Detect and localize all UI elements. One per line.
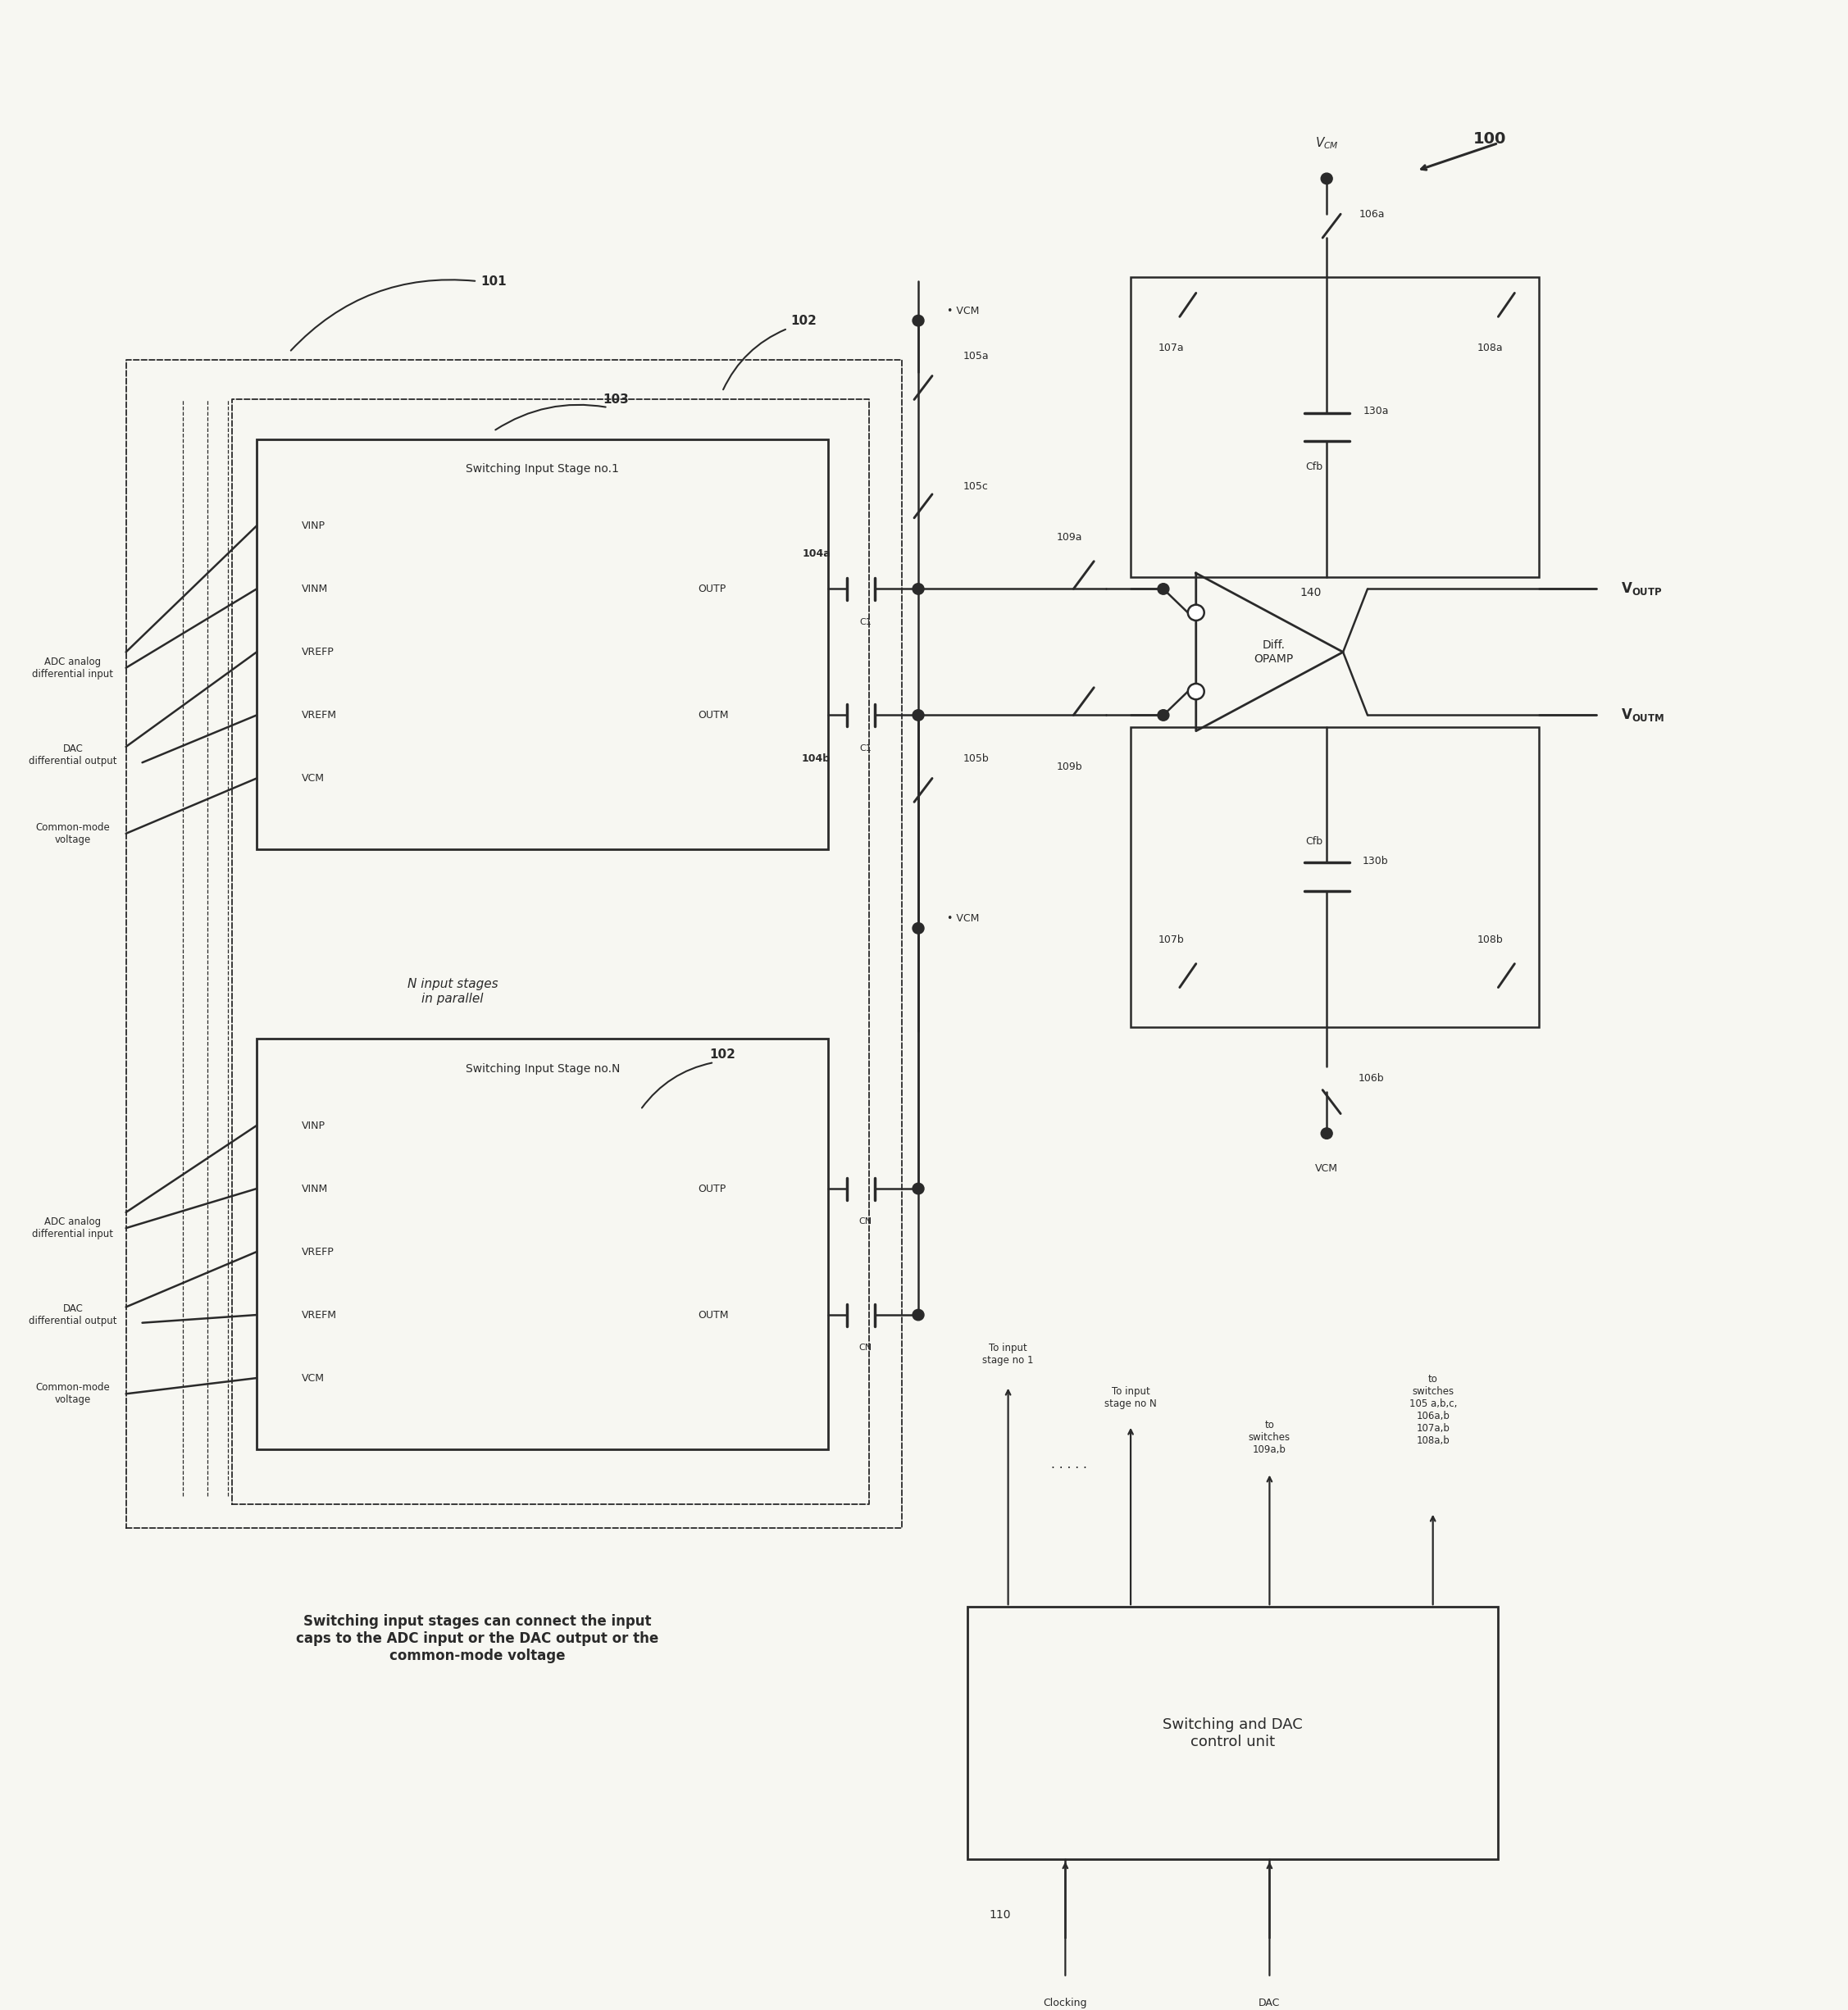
Text: 109b: 109b <box>1057 762 1083 772</box>
Text: Clocking
signals: Clocking signals <box>1044 1998 1087 2010</box>
Text: OUTP: OUTP <box>699 1184 726 1194</box>
Text: Switching Input Stage no.N: Switching Input Stage no.N <box>466 1063 619 1075</box>
Text: Common-mode
voltage: Common-mode voltage <box>35 1383 111 1405</box>
Text: DAC
differential output: DAC differential output <box>30 1302 116 1327</box>
Text: 105b: 105b <box>963 754 989 764</box>
Text: CN: CN <box>859 1345 872 1353</box>
Circle shape <box>913 1184 924 1194</box>
Circle shape <box>913 583 924 595</box>
Text: $\mathbf{V_{OUTP}}$: $\mathbf{V_{OUTP}}$ <box>1621 581 1661 597</box>
Text: VINM: VINM <box>301 1184 327 1194</box>
Circle shape <box>1157 710 1170 722</box>
Text: $\mathbf{V_{OUTM}}$: $\mathbf{V_{OUTM}}$ <box>1621 708 1665 724</box>
Text: VREFP: VREFP <box>301 1246 334 1256</box>
Text: VREFM: VREFM <box>301 1311 336 1321</box>
Text: 140: 140 <box>1299 587 1321 599</box>
Text: • VCM: • VCM <box>946 913 979 925</box>
Text: VCM: VCM <box>301 774 325 784</box>
Circle shape <box>913 316 924 326</box>
Circle shape <box>913 1309 924 1321</box>
Text: 130b: 130b <box>1362 856 1388 866</box>
Text: ADC analog
differential input: ADC analog differential input <box>31 1216 113 1240</box>
Text: VINP: VINP <box>301 521 325 531</box>
Text: to
switches
105 a,b,c,
106a,b
107a,b
108a,b: to switches 105 a,b,c, 106a,b 107a,b 108… <box>1408 1373 1456 1445</box>
Circle shape <box>1188 605 1205 621</box>
Bar <box>257 1039 828 1449</box>
Bar <box>967 1606 1499 1859</box>
Text: Diff.
OPAMP: Diff. OPAMP <box>1253 639 1294 665</box>
Text: ADC analog
differential input: ADC analog differential input <box>31 657 113 679</box>
Text: OUTM: OUTM <box>699 710 728 720</box>
Text: 130a: 130a <box>1362 406 1388 416</box>
Text: 107a: 107a <box>1159 344 1185 354</box>
Text: Cfb: Cfb <box>1307 836 1323 846</box>
Text: 105c: 105c <box>963 480 989 492</box>
Circle shape <box>1157 583 1170 595</box>
Text: VCM: VCM <box>301 1373 325 1383</box>
Text: Switching and DAC
control unit: Switching and DAC control unit <box>1162 1717 1303 1749</box>
Bar <box>257 438 828 850</box>
Text: C1: C1 <box>859 744 870 752</box>
Text: To input
stage no 1: To input stage no 1 <box>983 1343 1033 1367</box>
Bar <box>1131 277 1539 577</box>
Text: CN: CN <box>859 1218 872 1226</box>
Bar <box>1131 728 1539 1027</box>
Text: to
switches
109a,b: to switches 109a,b <box>1249 1419 1290 1455</box>
Text: 110: 110 <box>989 1910 1011 1920</box>
Text: 105a: 105a <box>963 352 989 362</box>
Text: 108b: 108b <box>1477 935 1502 945</box>
Text: DAC
differential output: DAC differential output <box>30 744 116 766</box>
Text: Switching input stages can connect the input
caps to the ADC input or the DAC ou: Switching input stages can connect the i… <box>296 1614 658 1662</box>
Text: 109a: 109a <box>1057 533 1083 543</box>
Text: Common-mode
voltage: Common-mode voltage <box>35 822 111 844</box>
Text: N input stages
in parallel: N input stages in parallel <box>407 979 497 1005</box>
Text: 101: 101 <box>480 275 506 287</box>
Text: VREFM: VREFM <box>301 710 336 720</box>
Text: 107b: 107b <box>1159 935 1185 945</box>
Text: Cfb: Cfb <box>1307 460 1323 472</box>
Text: . . . . .: . . . . . <box>1052 1459 1087 1471</box>
Text: OUTP: OUTP <box>699 583 726 595</box>
Text: VREFP: VREFP <box>301 647 334 657</box>
Text: VINP: VINP <box>301 1120 325 1132</box>
Circle shape <box>1188 683 1205 699</box>
Text: OUTM: OUTM <box>699 1311 728 1321</box>
Text: Switching Input Stage no.1: Switching Input Stage no.1 <box>466 462 619 474</box>
Circle shape <box>913 710 924 722</box>
Text: 104a: 104a <box>802 549 830 559</box>
Text: DAC
digital input: DAC digital input <box>1238 1998 1301 2010</box>
Text: VINM: VINM <box>301 583 327 595</box>
Text: 104b: 104b <box>802 754 830 764</box>
Circle shape <box>1321 1128 1332 1140</box>
Text: C1: C1 <box>859 617 870 627</box>
Text: 103: 103 <box>602 394 628 406</box>
Text: 102: 102 <box>710 1049 736 1061</box>
Text: 106a: 106a <box>1358 209 1384 219</box>
Text: 102: 102 <box>791 314 817 328</box>
Text: $V_{CM}$: $V_{CM}$ <box>1316 135 1338 151</box>
Circle shape <box>1321 173 1332 185</box>
Text: To input
stage no N: To input stage no N <box>1105 1387 1157 1409</box>
Text: 100: 100 <box>1473 131 1506 147</box>
Text: 106b: 106b <box>1358 1073 1384 1083</box>
Circle shape <box>913 923 924 935</box>
Text: VCM: VCM <box>1316 1164 1338 1174</box>
Text: • VCM: • VCM <box>946 306 979 316</box>
Text: 108a: 108a <box>1477 344 1502 354</box>
